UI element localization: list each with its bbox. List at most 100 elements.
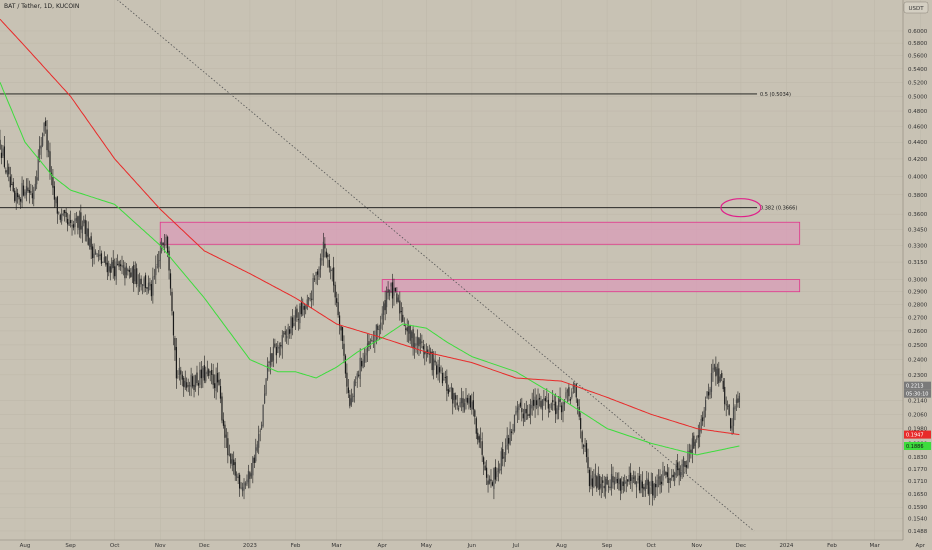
candle-body	[130, 272, 132, 278]
candle-body	[284, 331, 286, 335]
candle-body	[115, 261, 117, 280]
candle-body	[334, 284, 336, 298]
lower-resistance-zone[interactable]	[381, 279, 801, 293]
candle-body	[355, 382, 357, 383]
candle-body	[44, 121, 47, 127]
candle-body	[93, 253, 95, 258]
candle-body	[578, 406, 580, 417]
candle-body	[424, 351, 426, 355]
candle-body	[530, 404, 532, 416]
candle-body	[597, 472, 599, 488]
candle-body	[538, 397, 541, 400]
candle-body	[396, 293, 398, 303]
candle-body	[680, 472, 682, 478]
candle-body	[491, 482, 494, 486]
candle-body	[119, 264, 122, 267]
candle-body	[313, 278, 316, 280]
time-tick: Sep	[65, 543, 76, 549]
candle-body	[732, 407, 735, 426]
candle-body	[349, 394, 351, 407]
time-axis: Aug Sep Oct Nov Dec 2023 Feb Mar Apr May Jun Jul Aug…	[20, 543, 926, 549]
candle-body	[383, 303, 385, 315]
candle-body	[568, 387, 570, 397]
candle-body	[169, 273, 172, 289]
candle-body	[64, 210, 66, 214]
candle-body	[665, 471, 667, 475]
candle-body	[447, 389, 449, 394]
candle-body	[549, 411, 551, 412]
candle-body	[52, 177, 54, 188]
candle-body	[216, 372, 219, 383]
candle-body	[83, 219, 85, 224]
candle-body	[669, 478, 671, 480]
candle-body	[565, 392, 567, 398]
candle-body	[727, 406, 729, 407]
candle-body	[652, 480, 654, 496]
candle-body	[493, 467, 495, 490]
price-tick: 0.2600	[908, 329, 928, 335]
candle-body	[674, 472, 676, 481]
candle-body	[465, 397, 467, 402]
candle-body	[481, 441, 483, 455]
candle-body	[114, 266, 116, 277]
candle-body	[5, 170, 7, 173]
candle-body	[125, 266, 128, 275]
candle-body	[24, 191, 26, 196]
candle-body	[456, 402, 458, 406]
candle-body	[321, 258, 323, 261]
candle-body	[729, 418, 732, 429]
candle-body	[494, 466, 496, 480]
candle-body	[11, 184, 13, 185]
candle-body	[0, 139, 1, 150]
candle-body	[271, 353, 273, 362]
candle-body	[261, 424, 263, 429]
candle-body	[280, 344, 282, 347]
candle-body	[716, 368, 718, 376]
candle-body	[77, 216, 79, 228]
candle-body	[59, 214, 61, 220]
candle-body	[440, 369, 442, 371]
candle-body	[259, 430, 261, 432]
candle-body	[671, 474, 673, 478]
ellipse-annotation[interactable]	[720, 198, 762, 218]
candle-body	[693, 435, 695, 449]
price-tick: 0.3800	[908, 193, 928, 199]
trendline-dotted[interactable]	[96, 0, 755, 532]
candle-body	[278, 347, 280, 349]
candle-body	[6, 169, 8, 175]
candle-body	[97, 254, 100, 257]
candle-body	[297, 319, 300, 321]
time-tick: Mar	[331, 543, 342, 549]
candle-body	[535, 400, 538, 406]
candle-body	[206, 370, 208, 374]
candle-body	[108, 263, 110, 272]
candle-body	[483, 457, 485, 465]
candle-body	[328, 259, 330, 268]
currency-button[interactable]	[903, 1, 929, 14]
candle-body	[449, 390, 451, 392]
candle-body	[269, 353, 272, 366]
candle-body	[350, 398, 352, 405]
candle-body	[290, 317, 292, 334]
candle-body	[553, 404, 555, 406]
candle-body	[17, 192, 19, 198]
candle-body	[218, 379, 220, 385]
price-tick: 0.2700	[908, 315, 928, 321]
candle-body	[508, 437, 510, 444]
candle-body	[340, 326, 342, 331]
candle-body	[33, 189, 35, 200]
candle-body	[409, 325, 411, 341]
candle-body	[657, 477, 660, 479]
candle-body	[571, 391, 573, 398]
upper-resistance-zone[interactable]	[159, 221, 801, 245]
candle-body	[330, 269, 332, 272]
candle-body	[258, 433, 260, 448]
candle-body	[569, 398, 571, 401]
candle-body	[413, 342, 416, 349]
candle-body	[408, 325, 410, 334]
candle-body	[566, 389, 569, 393]
candle-body	[9, 176, 11, 188]
price-tick: 0.5600	[908, 54, 928, 60]
candle-body	[30, 191, 32, 193]
